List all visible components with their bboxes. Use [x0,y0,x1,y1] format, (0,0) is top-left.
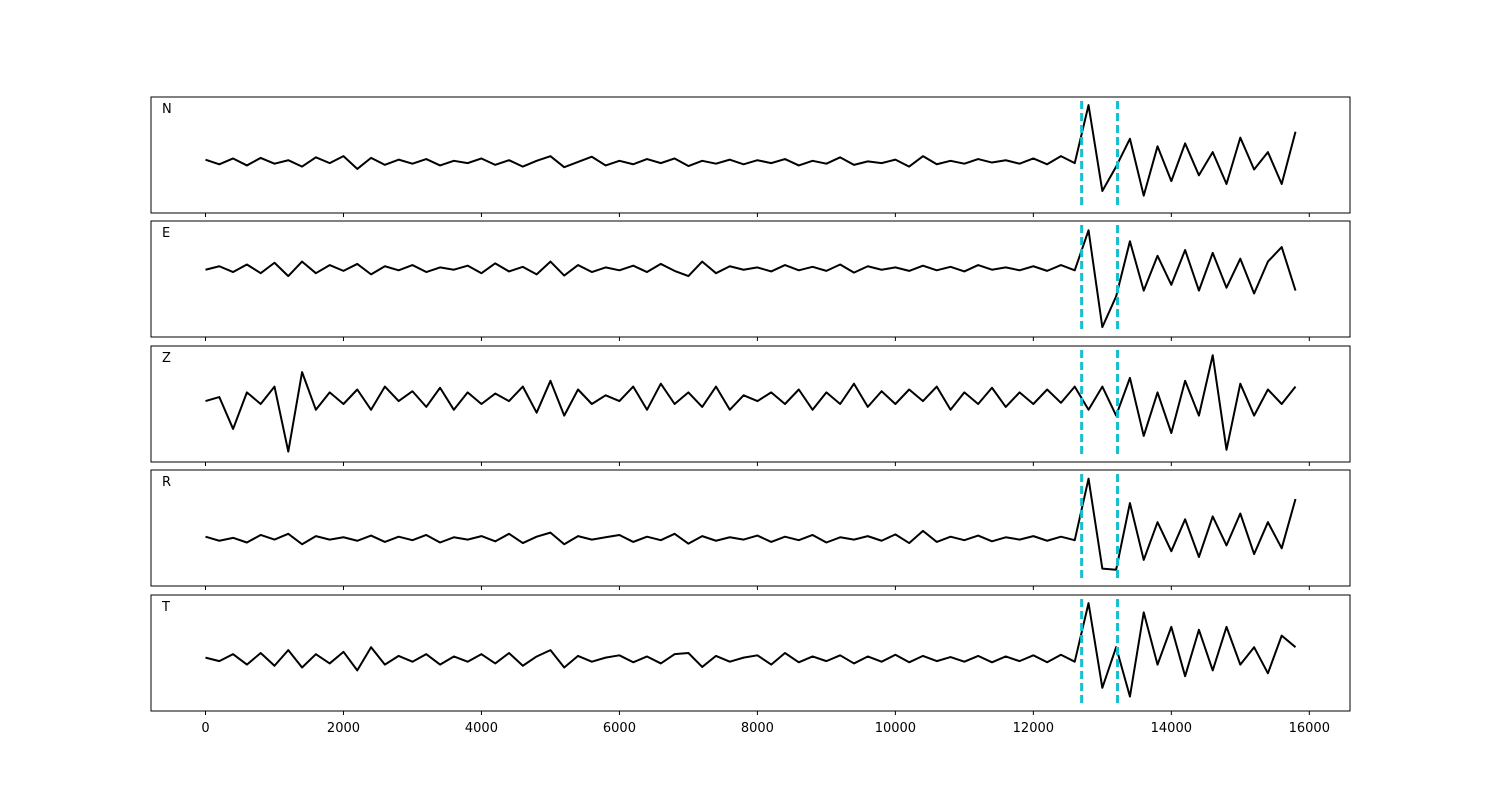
x-tick-label: 4000 [465,721,498,736]
trace [205,602,1297,698]
x-tick-label: 2000 [327,721,360,736]
trace [205,477,1297,571]
x-tick-label: 12000 [1013,721,1054,736]
panel-label: R [162,475,171,490]
x-tick-label: 0 [201,721,209,736]
x-tick-label: 14000 [1151,721,1192,736]
trace [205,104,1297,197]
panel-frame [150,469,1351,587]
panel-label: N [162,102,172,117]
trace [205,229,1297,329]
panel-frame [150,220,1351,338]
panel-label: Z [162,351,171,366]
panel-frame [150,96,1351,214]
panel-frame [150,345,1351,463]
x-tick-label: 6000 [603,721,636,736]
panel-frame [150,594,1351,712]
x-tick-label: 8000 [741,721,774,736]
trace [205,354,1297,453]
x-tick-label: 10000 [875,721,916,736]
x-tick-label: 16000 [1289,721,1330,736]
panel-label: E [162,226,170,241]
panel-label: T [161,600,170,615]
